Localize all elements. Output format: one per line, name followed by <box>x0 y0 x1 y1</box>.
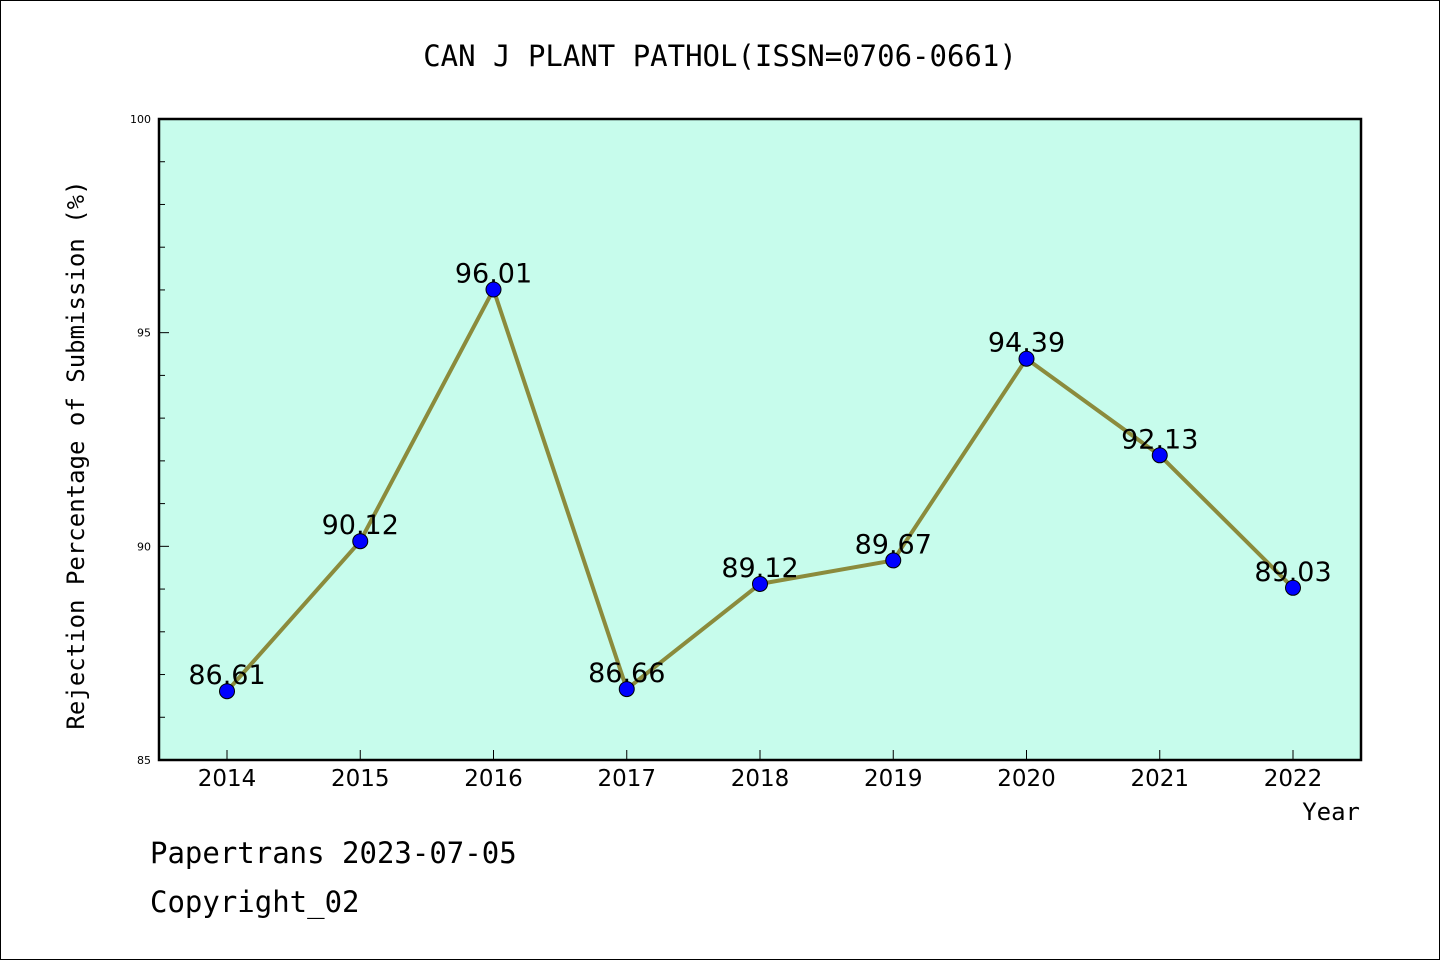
y-tick-label: 85 <box>137 754 151 767</box>
y-tick-label: 95 <box>137 327 151 340</box>
data-point <box>352 533 369 550</box>
data-point <box>752 575 768 592</box>
data-point <box>885 552 902 569</box>
chart-title: CAN J PLANT PATHOL(ISSN=0706-0661) <box>423 39 1017 73</box>
y-axis-ticks: 85 90 95 100 <box>130 113 169 767</box>
y-tick-label: 100 <box>130 113 151 126</box>
y-tick-label: 90 <box>137 540 151 553</box>
x-tick-label: 2014 <box>198 766 257 792</box>
footer-copyright: Copyright_02 <box>150 885 360 919</box>
x-axis-ticks: 2014 2015 2016 2017 2018 2019 2020 2021 2022 <box>198 750 1323 792</box>
x-tick-label: 2015 <box>331 766 390 792</box>
x-tick-label: 2017 <box>597 766 656 792</box>
data-point <box>219 683 235 700</box>
x-tick-label: 2019 <box>864 766 923 792</box>
series-layer: 86.6190.1296.0186.6689.1289.6794.3992.13… <box>188 259 1332 700</box>
data-point <box>1018 350 1035 367</box>
plot-area <box>157 117 1363 762</box>
x-tick-label: 2022 <box>1264 766 1323 792</box>
x-tick-label: 2020 <box>997 766 1056 792</box>
x-tick-label: 2016 <box>464 766 523 792</box>
data-point <box>618 681 635 698</box>
data-point <box>1285 579 1301 596</box>
x-axis-label: Year <box>1302 798 1360 826</box>
x-tick-label: 2018 <box>731 766 790 792</box>
x-tick-label: 2021 <box>1130 766 1189 792</box>
y-axis-label: Rejection Percentage of Submission (%) <box>62 180 90 729</box>
data-point <box>485 281 502 298</box>
data-point <box>1151 447 1168 464</box>
footer-date: Papertrans 2023-07-05 <box>150 836 517 870</box>
